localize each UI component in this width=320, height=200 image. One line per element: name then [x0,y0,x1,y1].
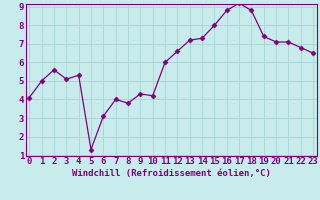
X-axis label: Windchill (Refroidissement éolien,°C): Windchill (Refroidissement éolien,°C) [72,169,271,178]
